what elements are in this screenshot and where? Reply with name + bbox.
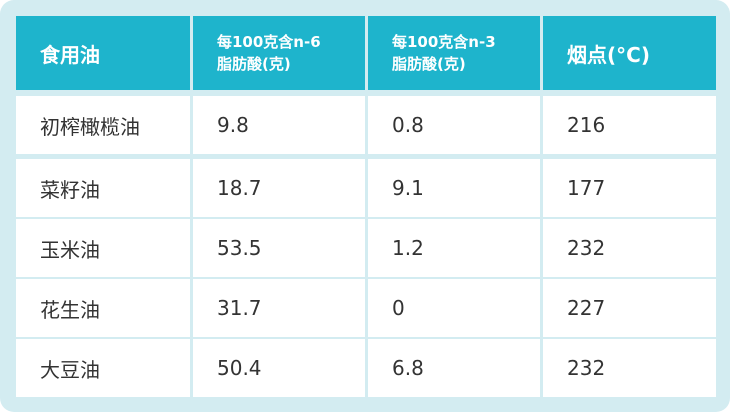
table-cell: 花生油: [16, 279, 190, 337]
table-cell: 216: [543, 96, 716, 154]
table-cell: 177: [543, 159, 716, 217]
header-cell: 烟点(°C): [543, 16, 716, 90]
table-cell: 初榨橄榄油: [16, 96, 190, 154]
header-cell: 每100克含n-3 脂肪酸(克): [368, 16, 540, 90]
table-cell: 31.7: [193, 279, 365, 337]
table-cell: 232: [543, 219, 716, 277]
table-cell: 18.7: [193, 159, 365, 217]
table-cell: 53.5: [193, 219, 365, 277]
table-cell: 玉米油: [16, 219, 190, 277]
header-text: 每100克含n-6: [217, 33, 321, 51]
table-cell: 232: [543, 339, 716, 397]
table-cell: 0.8: [368, 96, 540, 154]
table-cell: 9.1: [368, 159, 540, 217]
table-cell: 0: [368, 279, 540, 337]
table-cell: 大豆油: [16, 339, 190, 397]
header-text: 脂肪酸(克): [392, 55, 466, 73]
header-cell: 食用油: [16, 16, 190, 90]
header-text: 脂肪酸(克): [217, 55, 291, 73]
header-cell: 每100克含n-6 脂肪酸(克): [193, 16, 365, 90]
table-cell: 227: [543, 279, 716, 337]
table-cell: 菜籽油: [16, 159, 190, 217]
header-text: 每100克含n-3: [392, 33, 496, 51]
table-cell: 50.4: [193, 339, 365, 397]
table-cell: 9.8: [193, 96, 365, 154]
table-cell: 1.2: [368, 219, 540, 277]
table-cell: 6.8: [368, 339, 540, 397]
